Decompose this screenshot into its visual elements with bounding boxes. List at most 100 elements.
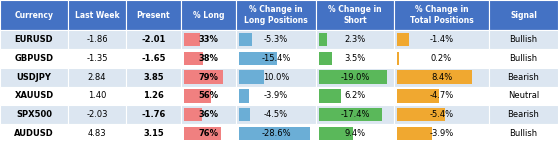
Text: 1.26: 1.26: [143, 91, 164, 100]
Text: SPX500: SPX500: [16, 110, 52, 119]
Text: 8.4%: 8.4%: [431, 73, 452, 82]
Text: Signal: Signal: [510, 10, 537, 19]
Bar: [181, 0, 236, 30]
Bar: [394, 87, 489, 105]
Bar: [126, 30, 181, 49]
Bar: [239, 127, 310, 140]
Bar: [0, 68, 68, 87]
Text: % Change in
Long Positions: % Change in Long Positions: [244, 5, 308, 25]
Bar: [394, 105, 489, 124]
Bar: [126, 49, 181, 68]
Bar: [126, 87, 181, 105]
Bar: [0, 49, 68, 68]
Text: -1.65: -1.65: [141, 54, 166, 63]
Text: -1.4%: -1.4%: [430, 35, 454, 44]
Bar: [394, 30, 489, 49]
Bar: [236, 30, 316, 49]
Bar: [126, 68, 181, 87]
Text: Bullish: Bullish: [509, 129, 537, 138]
Bar: [236, 68, 316, 87]
Bar: [236, 105, 316, 124]
Bar: [316, 105, 394, 124]
Bar: [319, 127, 353, 140]
Text: -5.3%: -5.3%: [264, 35, 288, 44]
Bar: [316, 124, 394, 143]
Bar: [181, 30, 236, 49]
Text: AUDUSD: AUDUSD: [14, 129, 54, 138]
Bar: [489, 68, 558, 87]
Bar: [489, 49, 558, 68]
Text: -15.4%: -15.4%: [261, 54, 291, 63]
Text: % Change in
Total Positions: % Change in Total Positions: [410, 5, 473, 25]
Bar: [126, 124, 181, 143]
Text: Bearish: Bearish: [508, 73, 540, 82]
Text: EURUSD: EURUSD: [15, 35, 54, 44]
Text: -19.0%: -19.0%: [340, 73, 370, 82]
Bar: [181, 105, 236, 124]
Bar: [489, 124, 558, 143]
Bar: [394, 0, 489, 30]
Text: 10.0%: 10.0%: [263, 73, 289, 82]
Text: -1.35: -1.35: [86, 54, 108, 63]
Bar: [316, 87, 394, 105]
Text: 36%: 36%: [199, 110, 219, 119]
Bar: [397, 89, 439, 103]
Bar: [489, 30, 558, 49]
Bar: [236, 49, 316, 68]
Bar: [394, 124, 489, 143]
Bar: [68, 49, 126, 68]
Text: 1.40: 1.40: [88, 91, 106, 100]
Text: -2.03: -2.03: [86, 110, 108, 119]
Bar: [184, 89, 211, 103]
Text: Bullish: Bullish: [509, 35, 537, 44]
Text: 79%: 79%: [199, 73, 218, 82]
Bar: [239, 70, 264, 84]
Bar: [0, 0, 68, 30]
Text: 9.4%: 9.4%: [344, 129, 365, 138]
Bar: [397, 108, 445, 121]
Bar: [181, 87, 236, 105]
Bar: [68, 124, 126, 143]
Text: -3.9%: -3.9%: [264, 91, 288, 100]
Text: Currency: Currency: [15, 10, 54, 19]
Text: Present: Present: [137, 10, 170, 19]
Bar: [236, 0, 316, 30]
Bar: [236, 124, 316, 143]
Bar: [319, 33, 328, 46]
Bar: [489, 87, 558, 105]
Bar: [126, 105, 181, 124]
Bar: [397, 127, 432, 140]
Bar: [184, 127, 221, 140]
Bar: [68, 0, 126, 30]
Text: 2.3%: 2.3%: [344, 35, 365, 44]
Text: -17.4%: -17.4%: [340, 110, 370, 119]
Text: -1.76: -1.76: [141, 110, 166, 119]
Bar: [0, 105, 68, 124]
Text: -5.4%: -5.4%: [430, 110, 454, 119]
Bar: [316, 68, 394, 87]
Text: Last Week: Last Week: [75, 10, 119, 19]
Text: 56%: 56%: [199, 91, 219, 100]
Bar: [181, 49, 236, 68]
Text: 0.2%: 0.2%: [431, 54, 452, 63]
Text: Neutral: Neutral: [508, 91, 539, 100]
Bar: [0, 124, 68, 143]
Bar: [316, 30, 394, 49]
Text: % Long: % Long: [193, 10, 224, 19]
Text: 76%: 76%: [199, 129, 219, 138]
Bar: [319, 108, 382, 121]
Bar: [236, 87, 316, 105]
Text: -28.6%: -28.6%: [261, 129, 291, 138]
Text: 2.84: 2.84: [88, 73, 106, 82]
Bar: [0, 30, 68, 49]
Bar: [68, 30, 126, 49]
Bar: [319, 89, 341, 103]
Text: 3.85: 3.85: [143, 73, 164, 82]
Bar: [489, 105, 558, 124]
Text: Bearish: Bearish: [508, 110, 540, 119]
Bar: [489, 0, 558, 30]
Bar: [0, 87, 68, 105]
Bar: [184, 108, 201, 121]
Bar: [181, 124, 236, 143]
Text: 3.15: 3.15: [143, 129, 164, 138]
